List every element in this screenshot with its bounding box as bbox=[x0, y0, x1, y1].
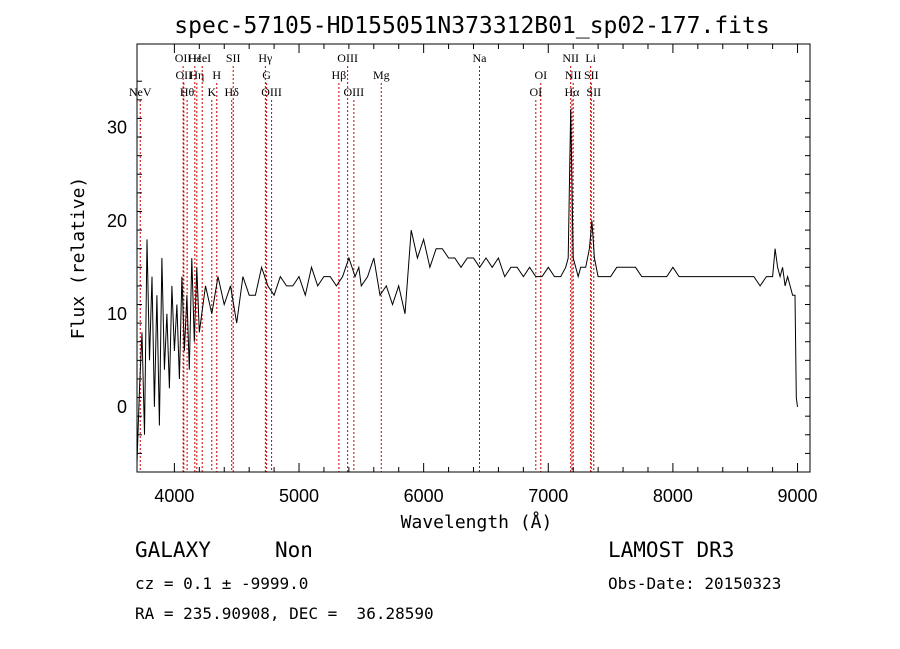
spectrum-line bbox=[136, 109, 798, 463]
marker-label: Na bbox=[472, 51, 487, 65]
chart-title: spec-57105-HD155051N373312B01_sp02-177.f… bbox=[174, 13, 769, 39]
y-tick-label: 0 bbox=[117, 397, 127, 417]
y-tick-label: 20 bbox=[107, 211, 127, 231]
marker-label: SII bbox=[584, 68, 599, 82]
marker-label: NII bbox=[565, 68, 582, 82]
marker-label: G bbox=[262, 68, 271, 82]
marker-label: Hε bbox=[188, 51, 202, 65]
marker-label: Hδ bbox=[225, 85, 240, 99]
marker-label: SII bbox=[226, 51, 241, 65]
x-tick-label: 7000 bbox=[528, 486, 568, 506]
marker-label: OII bbox=[175, 51, 192, 65]
marker-label: NeV bbox=[129, 85, 152, 99]
marker-label: OI bbox=[534, 68, 547, 82]
coordinates: RA = 235.90908, DEC = 36.28590 bbox=[135, 604, 434, 623]
y-axis-label: Flux (relative) bbox=[68, 177, 89, 340]
marker-label: Hβ bbox=[332, 68, 347, 82]
survey-name: LAMOST DR3 bbox=[608, 538, 735, 562]
marker-label: Mg bbox=[373, 68, 390, 82]
object-subclass: Non bbox=[275, 538, 313, 562]
marker-label: OII bbox=[176, 68, 193, 82]
object-class: GALAXY bbox=[135, 538, 211, 562]
obs-date: Obs-Date: 20150323 bbox=[608, 574, 782, 593]
x-tick-label: 6000 bbox=[404, 486, 444, 506]
marker-label: K bbox=[207, 85, 216, 99]
marker-label: OIII bbox=[337, 51, 358, 65]
x-tick-label: 8000 bbox=[653, 486, 693, 506]
marker-label: Hα bbox=[564, 85, 580, 99]
marker-label: Hθ bbox=[180, 85, 195, 99]
x-tick-label: 5000 bbox=[279, 486, 319, 506]
marker-label: SII bbox=[586, 85, 601, 99]
marker-label: Li bbox=[585, 51, 596, 65]
marker-label: Hγ bbox=[258, 51, 273, 65]
marker-label: HeI bbox=[193, 51, 211, 65]
y-tick-label: 10 bbox=[107, 304, 127, 324]
marker-label: OIII bbox=[344, 85, 365, 99]
marker-label: Hη bbox=[189, 68, 204, 82]
marker-label: OI bbox=[529, 85, 542, 99]
redshift-readout: cz = 0.1 ± -9999.0 bbox=[135, 574, 309, 593]
x-tick-label: 9000 bbox=[778, 486, 818, 506]
marker-label: NII bbox=[562, 51, 579, 65]
marker-label: OIII bbox=[261, 85, 282, 99]
x-axis-label: Wavelength (Å) bbox=[401, 511, 553, 533]
x-tick-label: 4000 bbox=[154, 486, 194, 506]
marker-label: H bbox=[212, 68, 221, 82]
y-tick-label: 30 bbox=[107, 118, 127, 138]
